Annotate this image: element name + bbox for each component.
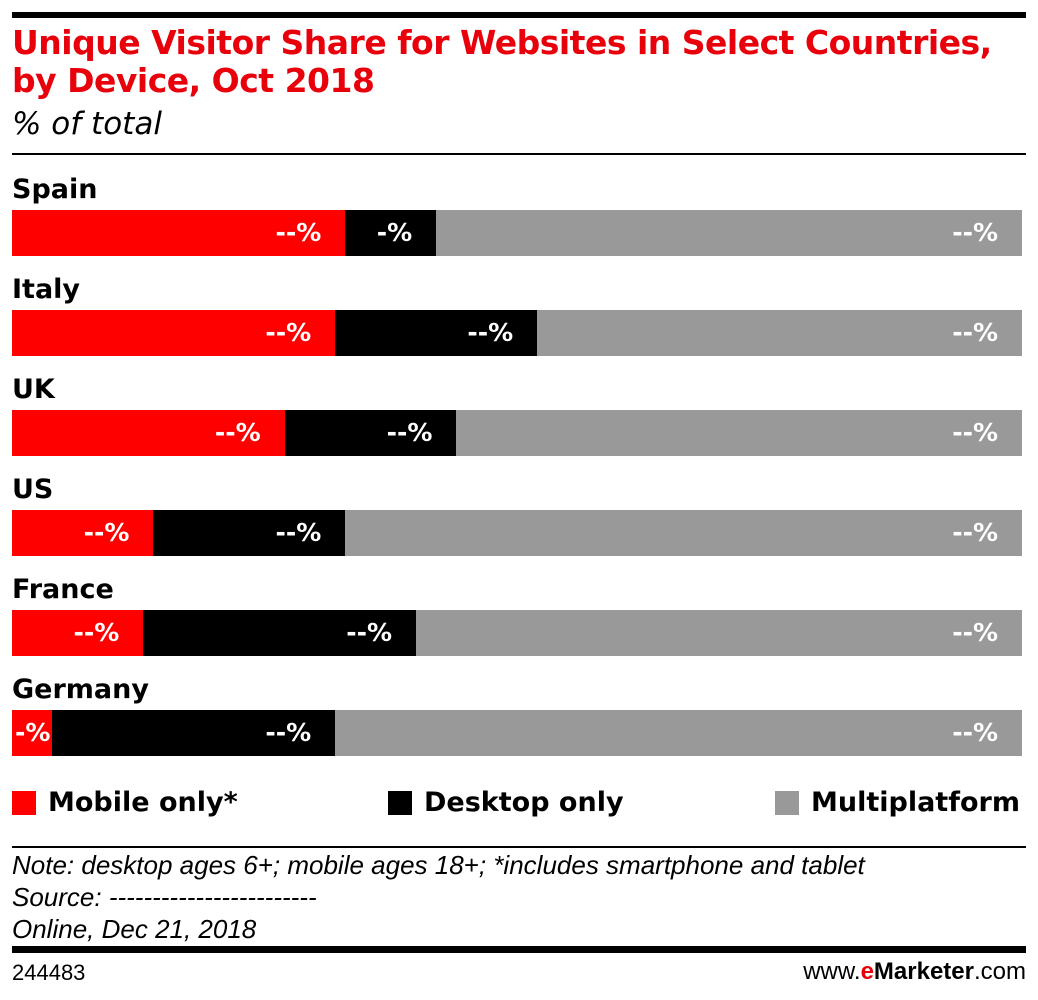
bar-segment <box>12 610 144 656</box>
bar-segment <box>456 410 1022 456</box>
category-label: UK <box>12 374 55 405</box>
bar-segment <box>52 710 336 756</box>
bar-segment <box>335 310 538 356</box>
data-label: --% <box>265 718 312 747</box>
header-rule <box>12 153 1026 155</box>
note: Note: desktop ages 6+; mobile ages 18+; … <box>12 850 865 880</box>
data-label: --% <box>275 518 322 547</box>
data-label: --% <box>214 418 261 447</box>
chart-title: Unique Visitor Share for Websites in Sel… <box>12 23 992 100</box>
category-label: Germany <box>12 674 149 705</box>
data-label: --% <box>83 518 130 547</box>
bar-segment <box>12 310 336 356</box>
data-label: --% <box>952 618 998 647</box>
brand-logo: www.eMarketer.com <box>803 958 1026 986</box>
data-label: --% <box>952 718 998 747</box>
data-label: --% <box>275 218 322 247</box>
category-label: US <box>12 474 54 505</box>
data-label: -% <box>14 718 51 747</box>
footer-rule <box>12 846 1026 848</box>
bar-segment <box>345 210 437 256</box>
data-label: --% <box>73 618 120 647</box>
bottom-rule <box>12 946 1026 953</box>
brand-suffix: .com <box>973 958 1026 985</box>
legend-item: Mobile only* <box>12 787 238 818</box>
data-label: --% <box>952 418 998 447</box>
data-label: --% <box>386 418 433 447</box>
legend-label: Multiplatform <box>811 787 1020 818</box>
bar-segment <box>335 710 1022 756</box>
brand-prefix: www. <box>803 958 861 985</box>
source-line2: Online, Dec 21, 2018 <box>12 914 257 944</box>
legend-swatch <box>12 790 36 815</box>
bar-segment <box>153 510 346 556</box>
brand-name: Marketer <box>873 958 974 985</box>
bar-segment <box>12 210 346 256</box>
bar-segment <box>416 610 1022 656</box>
data-label: --% <box>467 318 514 347</box>
data-label: --% <box>952 318 998 347</box>
chart-subtitle: % of total <box>12 106 162 142</box>
bar-segment <box>12 510 154 556</box>
legend-label: Mobile only* <box>48 787 238 818</box>
bar-segment <box>537 310 1022 356</box>
chart-id: 244483 <box>12 960 86 985</box>
legend-swatch <box>775 790 799 815</box>
bar-segment <box>143 610 416 656</box>
brand-e: e <box>860 958 874 985</box>
bar-segment <box>436 210 1022 256</box>
data-label: --% <box>265 318 312 347</box>
category-label: France <box>12 574 114 605</box>
bar-segment <box>284 410 457 456</box>
legend-item: Multiplatform <box>775 787 1020 818</box>
legend-item: Desktop only <box>388 787 624 818</box>
bar-segment <box>12 410 285 456</box>
data-label: --% <box>952 518 998 547</box>
legend-swatch <box>388 790 412 815</box>
legend-label: Desktop only <box>424 787 624 818</box>
bar-segment <box>345 510 1022 556</box>
data-label: --% <box>952 218 998 247</box>
category-label: Spain <box>12 174 98 205</box>
data-label: -% <box>376 218 413 247</box>
source: Source: ------------------------ <box>12 882 317 912</box>
data-label: --% <box>346 618 392 647</box>
category-label: Italy <box>12 274 81 305</box>
top-rule <box>12 12 1026 18</box>
bar-segment <box>12 710 53 756</box>
